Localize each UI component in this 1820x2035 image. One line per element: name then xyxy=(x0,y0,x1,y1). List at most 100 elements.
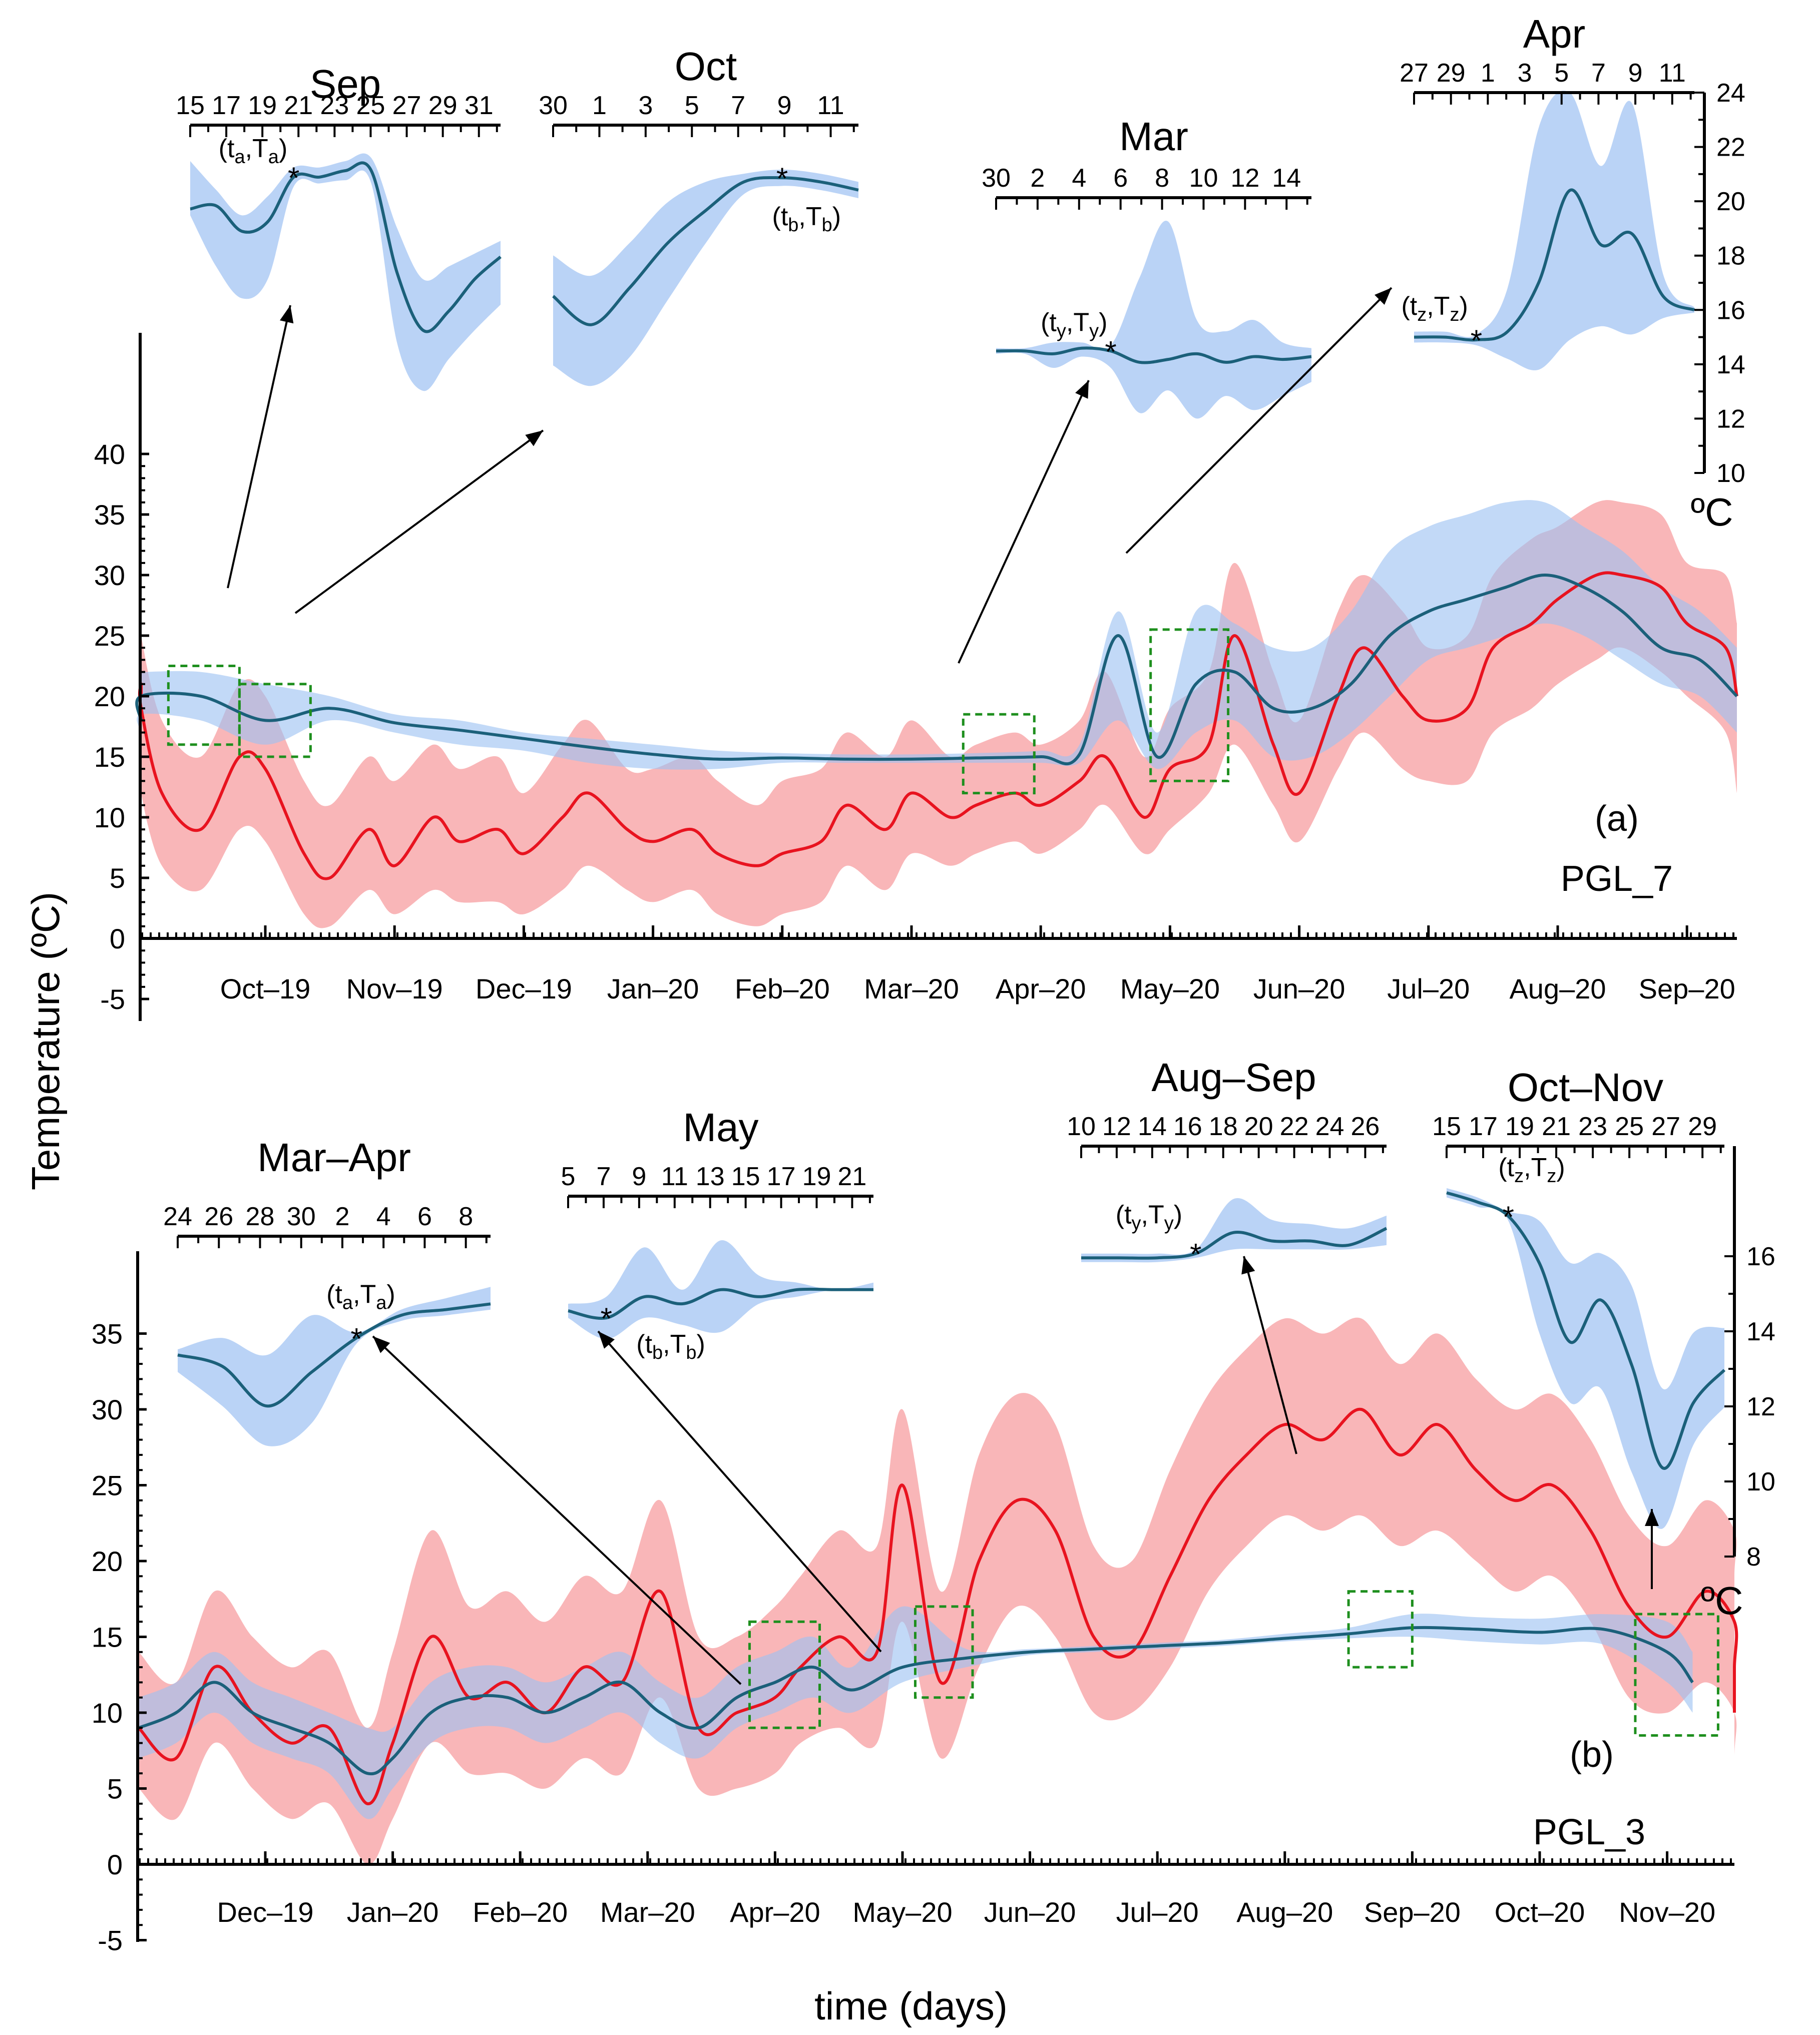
panel-b-x-tick-label: Nov–20 xyxy=(1619,1896,1715,1928)
inset-oct-1-title: Oct xyxy=(675,44,737,89)
inset-marapr-4-point-label: (ta,Ta) xyxy=(326,1280,395,1313)
panel-a-series-0-point xyxy=(432,816,434,818)
inset-augsep-6-tick-label: 16 xyxy=(1173,1112,1202,1141)
inset-octnov-7-right-tick-label: 12 xyxy=(1746,1392,1775,1421)
inset-marapr-4-marker: * xyxy=(350,1322,362,1355)
panel-a-series-0-point xyxy=(846,804,848,806)
panel-a-series-1-point xyxy=(1544,574,1546,576)
inset-b-unit: ºC xyxy=(1701,1579,1743,1623)
inset-octnov-7-tick-label: 23 xyxy=(1578,1112,1607,1141)
panel-b-series-1-point xyxy=(812,1666,814,1668)
inset-mar-2-tick-label: 12 xyxy=(1230,164,1259,193)
inset-oct-1-curve xyxy=(552,176,859,326)
panel-a-band-0 xyxy=(139,500,1737,928)
panel-b-series-1-point xyxy=(1156,1645,1158,1647)
panel-a-series-0-point xyxy=(1492,647,1494,649)
panel-a-y-tick-label: 30 xyxy=(94,560,125,591)
inset-apr-3-right-tick-label: 14 xyxy=(1716,350,1745,379)
panel-a-x-tick-label: May–20 xyxy=(1120,973,1220,1004)
panel-b-series-0-point xyxy=(1360,1408,1362,1410)
inset-may-5-tick-label: 11 xyxy=(661,1162,688,1191)
panel-a-series-0-point xyxy=(781,853,783,855)
panel-a-series-0-point xyxy=(1660,586,1662,588)
inset-a-unit: ºC xyxy=(1691,490,1733,534)
panel-a-series-0-point xyxy=(562,816,564,818)
inset-augsep-6-tick-label: 14 xyxy=(1138,1112,1167,1141)
panel-a-series-1-point xyxy=(200,695,202,697)
inset-mar-2-tick-label: 30 xyxy=(982,164,1011,193)
panel-a-series-0-point xyxy=(1402,695,1404,697)
panel-b-series-0-point xyxy=(1475,1469,1477,1471)
panel-b-series-1-point xyxy=(1602,1628,1604,1630)
panel-b-series-1-point xyxy=(175,1712,177,1714)
panel-a-series-1-point xyxy=(1621,611,1623,613)
panel-b-series-line-1 xyxy=(138,1626,1694,1776)
arrow-head-1 xyxy=(525,430,543,446)
panel-b-series-1-point xyxy=(213,1681,215,1683)
panel-a-y-tick-label: 15 xyxy=(94,741,125,773)
arrow-head-5 xyxy=(598,1331,615,1349)
panel-b-series-0-point xyxy=(583,1666,585,1668)
panel-a-series-0-point xyxy=(652,840,654,842)
inset-may-5-curve xyxy=(568,1287,873,1320)
arrow-2 xyxy=(958,380,1090,664)
arrow-6 xyxy=(1243,1256,1297,1454)
inset-apr-3-tick-label: 11 xyxy=(1659,59,1686,88)
panel-a-x-tick-label: Dec–19 xyxy=(476,973,572,1004)
inset-octnov-7-marker: * xyxy=(1503,1200,1514,1234)
inset-oct-1-tick-label: 5 xyxy=(685,91,699,120)
arrow-4 xyxy=(372,1335,742,1685)
inset-octnov-7-tick-label: 27 xyxy=(1651,1112,1680,1141)
panel-a-series-0-point xyxy=(1363,647,1365,649)
panel-b-series-1-point xyxy=(850,1689,852,1691)
panel-b-series-1-point xyxy=(328,1742,330,1744)
panel-a-series-1-point xyxy=(1350,683,1352,685)
panel-b-series-0-point xyxy=(1628,1606,1630,1608)
inset-sep-0-point-label: (ta,Ta) xyxy=(219,134,288,168)
inset-apr-3-right-tick-label: 22 xyxy=(1716,133,1745,162)
inset-apr-3-tick-label: 1 xyxy=(1481,59,1495,88)
panel-a-series-0-point xyxy=(1725,647,1727,649)
panel-a-series-1-point xyxy=(1117,635,1119,637)
panel-a-series-0-point xyxy=(458,840,460,842)
inset-marapr-4-tick-label: 30 xyxy=(287,1202,316,1231)
inset-may-5-title: May xyxy=(683,1105,758,1150)
panel-a-series-0-point xyxy=(691,828,693,830)
panel-b-series-0-point xyxy=(328,1727,330,1729)
panel-b-series-1-point xyxy=(366,1772,368,1774)
arrow-head-3 xyxy=(1375,288,1392,305)
panel-b-series-0-point xyxy=(1437,1423,1439,1425)
inset-apr-3-title: Apr xyxy=(1523,12,1586,56)
panel-a-series-0-point xyxy=(588,792,590,794)
panel-b-x-tick-label: Apr–20 xyxy=(730,1896,820,1928)
panel-b-series-0-point xyxy=(736,1712,738,1714)
panel-b-y-tick-label: 10 xyxy=(92,1697,123,1729)
panel-a-series-1-point xyxy=(264,719,266,721)
panel-a-series-1-point xyxy=(1583,586,1585,588)
panel-a-series-0-point xyxy=(1621,574,1623,576)
panel-b-series-1-point xyxy=(430,1712,432,1714)
inset-marapr-4-tick-label: 4 xyxy=(376,1202,391,1231)
highlight-box-5 xyxy=(914,1605,974,1699)
panel-b-series-1-point xyxy=(392,1757,394,1759)
inset-mar-2-tick-label: 6 xyxy=(1113,164,1128,193)
panel-a-series-1-point xyxy=(781,757,783,759)
inset-sep-0-band xyxy=(190,153,501,391)
panel-b-series-line-0 xyxy=(137,1407,1738,1805)
inset-sep-0-title: Sep xyxy=(310,62,381,106)
inset-marapr-4-title: Mar–Apr xyxy=(257,1135,411,1180)
panel-a-series-0-point xyxy=(393,865,395,867)
panel-b-series-0-point xyxy=(1245,1454,1247,1456)
panel-a-series-1-point xyxy=(652,753,654,755)
inset-augsep-6-tick-label: 12 xyxy=(1102,1112,1131,1141)
panel-b-series-0-point xyxy=(175,1757,177,1759)
panel-a-series-0-point xyxy=(200,828,202,830)
panel-a-series-0-point xyxy=(1208,744,1210,746)
panel-a-series-0-point xyxy=(1531,623,1533,625)
panel-a-x-tick-label: Sep–20 xyxy=(1639,973,1735,1004)
panel-a-series-1-point xyxy=(1660,647,1662,649)
inset-mar-2-point-label: (ty,Ty) xyxy=(1041,308,1107,341)
inset-oct-1-point-label: (tb,Tb) xyxy=(772,202,841,236)
panel-a-series-0-point xyxy=(717,853,719,855)
